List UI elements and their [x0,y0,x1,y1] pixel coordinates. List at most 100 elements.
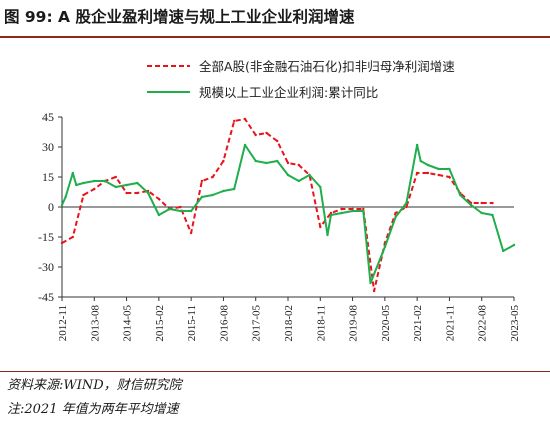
data-point [222,159,225,163]
data-point [491,213,494,217]
data-point [189,231,193,235]
x-tick-label: 2021-11 [444,305,456,341]
data-point [254,159,257,163]
data-point [340,207,343,211]
x-tick-label: 2012-11 [57,305,69,341]
x-tick-label: 2015-02 [154,305,166,342]
data-point [276,159,279,163]
data-point [437,173,440,177]
data-point [211,193,214,197]
source-note: 资料来源:WIND，财信研究院 [7,378,182,393]
data-point [243,143,247,147]
data-point [394,211,397,215]
y-tick-label: -30 [38,260,54,274]
data-point [125,191,128,195]
data-point [405,205,408,209]
data-point [286,161,290,165]
data-point [448,175,451,179]
data-point [82,193,85,197]
y-tick-label: -15 [38,230,54,244]
y-tick-label: 0 [48,200,54,214]
data-point [179,209,182,213]
data-point [351,209,354,213]
data-point [136,181,139,185]
x-tick-label: 2023-05 [509,305,521,342]
data-point [233,187,236,191]
data-point [75,183,78,187]
footer-rule [0,371,550,372]
data-point [103,179,107,183]
data-point [372,289,376,293]
data-point [60,241,64,245]
data-point [340,211,343,215]
data-point [276,139,279,143]
data-point [319,225,322,229]
data-point [362,209,365,213]
data-point [448,167,451,171]
title-rule [0,36,550,38]
data-point [415,171,419,175]
data-point [426,163,430,167]
data-point [362,207,365,211]
data-point [297,163,300,167]
x-tick-label: 2013-08 [89,305,101,342]
data-point [179,205,182,209]
data-point [125,183,128,187]
data-point [512,243,516,247]
x-tick-label: 2015-11 [186,305,198,341]
data-point [405,201,408,205]
data-point [243,117,247,121]
data-point [60,203,64,207]
data-point [222,189,225,193]
data-point [308,173,311,177]
series-line-industrial-profit [61,144,515,284]
x-tick-label: 2018-02 [283,305,295,342]
data-point [93,187,96,191]
data-point [459,193,462,197]
figure-title: 图 99: A 股企业盈利增速与规上工业企业利润增速 [4,8,355,26]
data-point [326,233,329,237]
data-point [426,171,430,175]
y-tick-label: -45 [38,290,54,304]
x-tick-label: 2021-02 [412,305,424,342]
data-point [157,197,161,201]
data-point [351,207,354,211]
data-point [93,179,96,183]
series-line-a-share [61,118,493,292]
data-point [415,143,419,147]
data-point [71,171,75,175]
data-point [71,235,75,239]
data-point [189,209,193,213]
data-point [136,191,139,195]
footnote: 注:2021 年值为两年平均增速 [7,402,179,417]
x-tick-label: 2017-05 [251,305,263,342]
data-point [502,249,505,253]
data-point [254,133,257,137]
y-tick-label: 45 [42,110,54,124]
data-point [319,185,322,189]
x-tick-label: 2014-05 [122,305,134,342]
data-point [114,175,118,179]
x-tick-label: 2020-05 [380,305,392,342]
x-tick-label: 2018-11 [315,305,327,341]
data-point [480,211,483,215]
data-point [369,281,372,285]
data-point [168,207,171,211]
x-tick-label: 2022-08 [477,305,489,342]
data-point [265,131,268,135]
data-point [82,181,85,185]
data-point [394,215,397,219]
x-tick-label: 2019-08 [348,305,360,342]
data-point [233,119,236,123]
data-point [146,191,150,195]
x-tick-label: 2016-08 [218,305,230,342]
data-point [329,211,333,215]
data-point [297,179,300,183]
data-point [64,195,67,199]
data-point [437,167,440,171]
data-point [157,213,161,217]
data-point [211,175,214,179]
